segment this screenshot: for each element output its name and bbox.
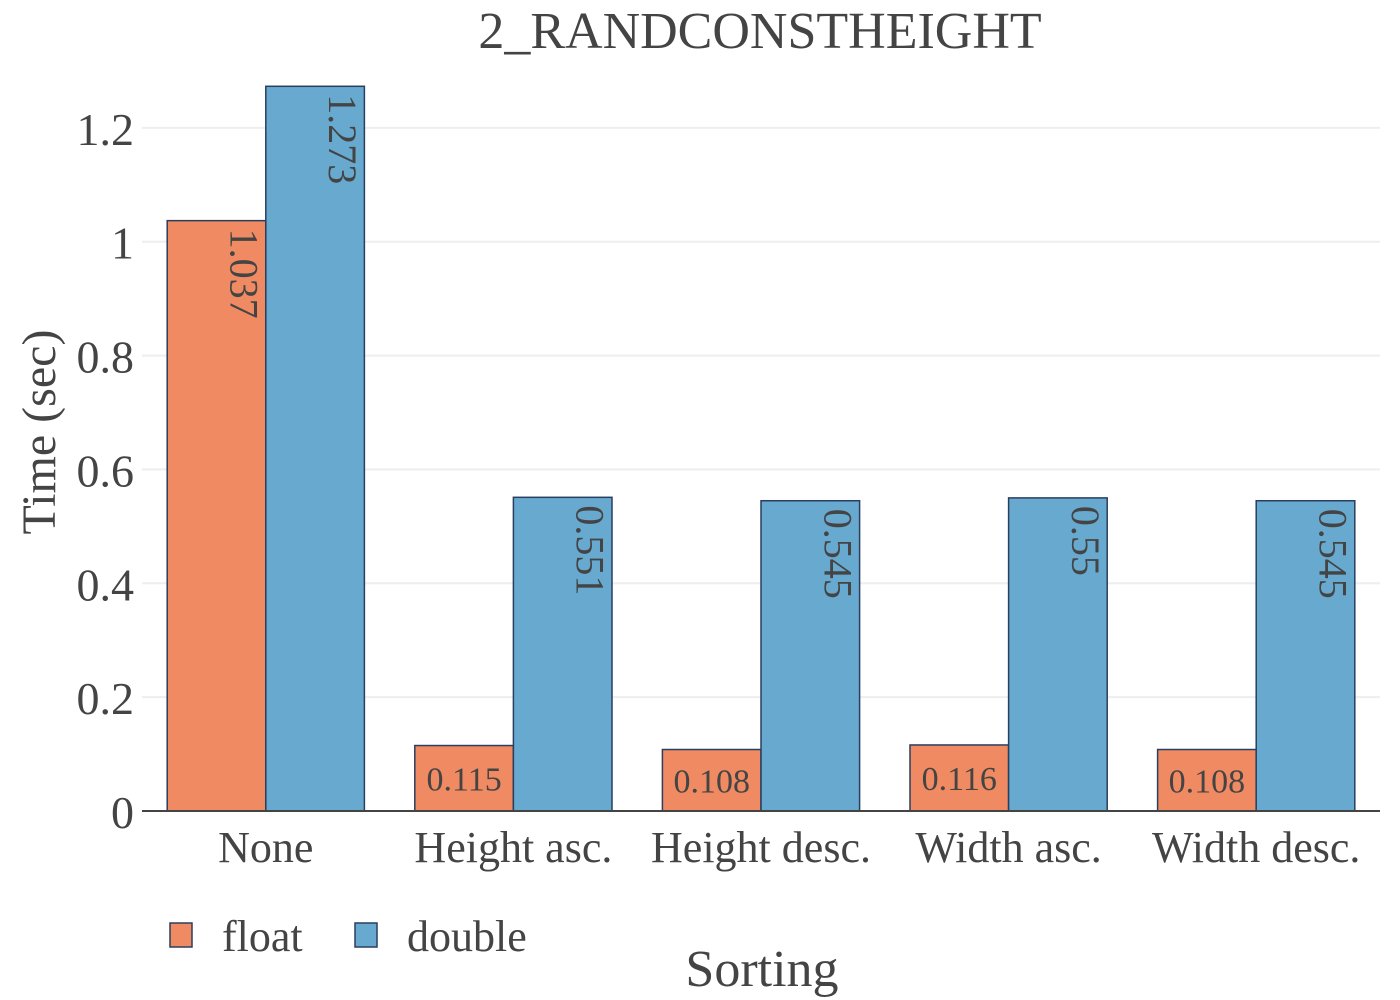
legend-label-double: double bbox=[407, 912, 527, 961]
bar-float-3 bbox=[909, 744, 1010, 812]
legend-label-float: float bbox=[222, 912, 303, 961]
x-tick-label: Height asc. bbox=[414, 823, 612, 872]
x-tick-label: None bbox=[218, 823, 313, 872]
bar-double-1 bbox=[512, 496, 613, 812]
bar-label: 0.108 bbox=[673, 763, 750, 800]
y-tick-label: 0.4 bbox=[77, 559, 135, 610]
y-tick-label: 0.6 bbox=[77, 445, 135, 496]
bars bbox=[166, 85, 1356, 812]
y-tick-label: 0.8 bbox=[77, 332, 135, 383]
bar-label: 1.273 bbox=[320, 94, 365, 184]
y-tick-label: 0.2 bbox=[77, 673, 135, 724]
legend-swatch-float bbox=[169, 922, 193, 948]
legend: float double bbox=[169, 912, 527, 961]
y-tick-label: 1.2 bbox=[77, 104, 135, 155]
x-tick-label: Width desc. bbox=[1152, 823, 1360, 872]
chart-title: 2_RANDCONSTHEIGHT bbox=[478, 3, 1041, 60]
bar-label: 0.108 bbox=[1169, 763, 1246, 800]
y-tick-label: 0 bbox=[111, 787, 134, 838]
bar-label: 0.116 bbox=[922, 761, 997, 798]
x-axis-label: Sorting bbox=[685, 941, 838, 998]
y-axis-label: Time (sec) bbox=[13, 330, 66, 535]
bar-label: 0.545 bbox=[1311, 509, 1356, 599]
bar-float-2 bbox=[661, 748, 762, 812]
bar-double-2 bbox=[760, 499, 861, 812]
bar-double-3 bbox=[1007, 497, 1108, 812]
bar-double-0 bbox=[265, 85, 366, 812]
bar-label: 0.545 bbox=[815, 509, 860, 599]
bar-label: 0.115 bbox=[426, 761, 501, 798]
y-tick-label: 1 bbox=[111, 218, 134, 269]
legend-swatch-double bbox=[354, 922, 378, 948]
bar-label: 0.55 bbox=[1063, 506, 1108, 576]
bar-float-4 bbox=[1156, 748, 1257, 812]
x-tick-label: Height desc. bbox=[651, 823, 871, 872]
x-tick-labels: None Height asc. Height desc. Width asc. Wid… bbox=[218, 823, 1360, 872]
x-tick-label: Width asc. bbox=[915, 823, 1101, 872]
bar-label: 1.037 bbox=[222, 229, 267, 319]
bar-labels: 1.037 1.273 0.115 0.551 0.108 0.545 0.116 0.55 0… bbox=[222, 94, 1356, 800]
bar-label: 0.551 bbox=[568, 505, 613, 595]
y-tick-labels: 0 0.2 0.4 0.6 0.8 1 1.2 bbox=[77, 104, 135, 838]
